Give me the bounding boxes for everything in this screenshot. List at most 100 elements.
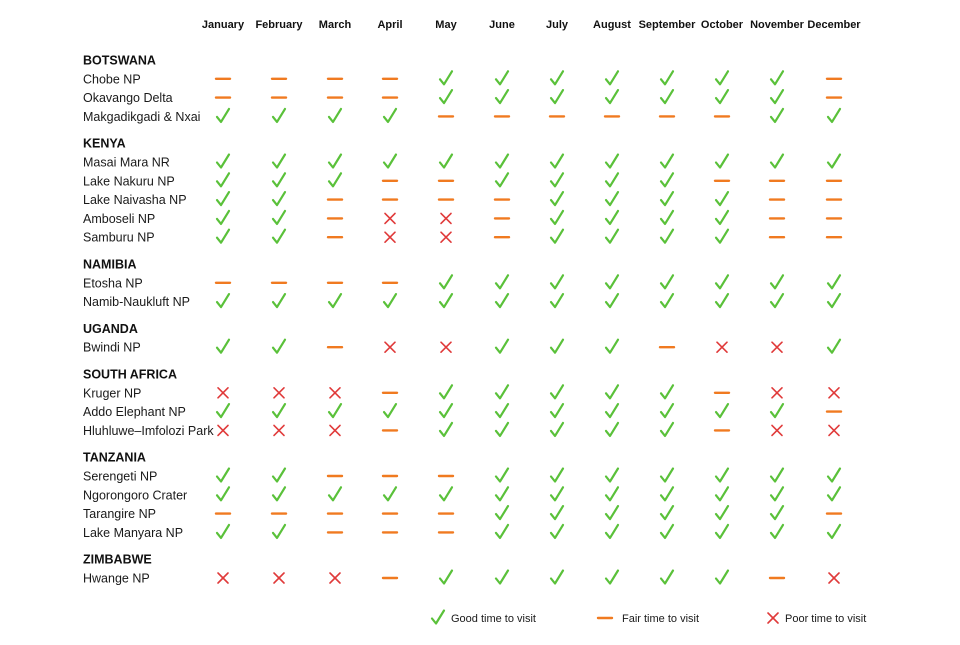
row-namib-naukluft-np-july-good-icon bbox=[549, 293, 565, 309]
month-header-may: May bbox=[435, 19, 457, 31]
row-namib-naukluft-np-january-good-icon bbox=[215, 293, 231, 309]
month-header-december: December bbox=[807, 19, 861, 31]
row-bwindi-np-june-good-icon bbox=[494, 338, 510, 354]
row-namib-naukluft-np-march-good-icon bbox=[327, 293, 343, 309]
row-makgadikgadi-nxai-label: Makgadikgadi & Nxai bbox=[83, 110, 200, 124]
row-lake-manyara-np-june-good-icon bbox=[494, 523, 510, 539]
row-tarangire-np-august-good-icon bbox=[604, 505, 620, 521]
row-masai-mara-nr-february-good-icon bbox=[271, 153, 287, 169]
row-namib-naukluft-np-october-good-icon bbox=[714, 293, 730, 309]
row-lake-manyara-np-july-good-icon bbox=[549, 523, 565, 539]
row-bwindi-np-august-good-icon bbox=[604, 338, 620, 354]
row-amboseli-np-february-good-icon bbox=[271, 209, 287, 225]
row-hwange-np-july-good-icon bbox=[549, 569, 565, 585]
row-etosha-np-october-good-icon bbox=[714, 274, 730, 290]
row-masai-mara-nr-august-good-icon bbox=[604, 153, 620, 169]
row-kruger-np-may-good-icon bbox=[438, 384, 454, 400]
country-heading-uganda: UGANDA bbox=[83, 322, 138, 336]
row-makgadikgadi-nxai-april-good-icon bbox=[382, 107, 398, 123]
row-namib-naukluft-np-april-good-icon bbox=[382, 293, 398, 309]
row-lake-nakuru-np-label: Lake Nakuru NP bbox=[83, 174, 175, 188]
row-addo-elephant-np-february-good-icon bbox=[271, 403, 287, 419]
row-addo-elephant-np-november-good-icon bbox=[769, 403, 785, 419]
legend-label-fair: Fair time to visit bbox=[622, 613, 699, 625]
row-amboseli-np-april-poor-icon bbox=[384, 212, 396, 225]
row-masai-mara-nr-july-good-icon bbox=[549, 153, 565, 169]
row-okavango-delta-label: Okavango Delta bbox=[83, 91, 173, 105]
row-okavango-delta-august-good-icon bbox=[604, 89, 620, 105]
row-namib-naukluft-np-february-good-icon bbox=[271, 293, 287, 309]
row-makgadikgadi-nxai-february-good-icon bbox=[271, 107, 287, 123]
row-makgadikgadi-nxai-january-good-icon bbox=[215, 107, 231, 123]
row-addo-elephant-np-march-good-icon bbox=[327, 403, 343, 419]
row-kruger-np-february-poor-icon bbox=[273, 386, 285, 399]
row-masai-mara-nr-april-good-icon bbox=[382, 153, 398, 169]
row-masai-mara-nr-march-good-icon bbox=[327, 153, 343, 169]
country-heading-kenya: KENYA bbox=[83, 137, 126, 151]
row-lake-manyara-np-january-good-icon bbox=[215, 523, 231, 539]
row-lake-manyara-np-september-good-icon bbox=[659, 523, 675, 539]
row-ngorongoro-crater-december-good-icon bbox=[826, 486, 842, 502]
row-namib-naukluft-np-june-good-icon bbox=[494, 293, 510, 309]
row-serengeti-np-october-good-icon bbox=[714, 467, 730, 483]
row-tarangire-np-november-good-icon bbox=[769, 505, 785, 521]
row-tarangire-np-june-good-icon bbox=[494, 505, 510, 521]
row-serengeti-np-label: Serengeti NP bbox=[83, 470, 157, 484]
row-addo-elephant-np-september-good-icon bbox=[659, 403, 675, 419]
row-etosha-np-december-good-icon bbox=[826, 274, 842, 290]
row-okavango-delta-july-good-icon bbox=[549, 89, 565, 105]
row-kruger-np-june-good-icon bbox=[494, 384, 510, 400]
row-ngorongoro-crater-label: Ngorongoro Crater bbox=[83, 488, 187, 502]
row-masai-mara-nr-september-good-icon bbox=[659, 153, 675, 169]
row-chobe-np-label: Chobe NP bbox=[83, 72, 141, 86]
month-header-september: September bbox=[639, 19, 697, 31]
row-hluhluwe-imfolozi-park-label: Hluhluwe–Imfolozi Park bbox=[83, 424, 214, 438]
row-kruger-np-march-poor-icon bbox=[329, 386, 341, 399]
row-addo-elephant-np-april-good-icon bbox=[382, 403, 398, 419]
row-lake-nakuru-np-march-good-icon bbox=[327, 172, 343, 188]
row-hluhluwe-imfolozi-park-december-poor-icon bbox=[828, 424, 840, 437]
row-hluhluwe-imfolozi-park-november-poor-icon bbox=[771, 424, 783, 437]
row-samburu-np-august-good-icon bbox=[604, 228, 620, 244]
row-masai-mara-nr-june-good-icon bbox=[494, 153, 510, 169]
row-serengeti-np-november-good-icon bbox=[769, 467, 785, 483]
row-kruger-np-december-poor-icon bbox=[828, 386, 840, 399]
row-hwange-np-may-good-icon bbox=[438, 569, 454, 585]
row-etosha-np-july-good-icon bbox=[549, 274, 565, 290]
row-etosha-np-may-good-icon bbox=[438, 274, 454, 290]
row-addo-elephant-np-august-good-icon bbox=[604, 403, 620, 419]
row-lake-nakuru-np-august-good-icon bbox=[604, 172, 620, 188]
row-lake-manyara-np-october-good-icon bbox=[714, 523, 730, 539]
row-lake-naivasha-np-october-good-icon bbox=[714, 191, 730, 207]
row-chobe-np-october-good-icon bbox=[714, 70, 730, 86]
row-addo-elephant-np-july-good-icon bbox=[549, 403, 565, 419]
row-bwindi-np-february-good-icon bbox=[271, 338, 287, 354]
row-hluhluwe-imfolozi-park-march-poor-icon bbox=[329, 424, 341, 437]
month-header-november: November bbox=[750, 19, 805, 31]
country-heading-south-africa: SOUTH AFRICA bbox=[83, 368, 177, 382]
row-amboseli-np-label: Amboseli NP bbox=[83, 212, 155, 226]
row-bwindi-np-may-poor-icon bbox=[440, 341, 452, 354]
row-lake-nakuru-np-september-good-icon bbox=[659, 172, 675, 188]
row-namib-naukluft-np-november-good-icon bbox=[769, 293, 785, 309]
row-amboseli-np-july-good-icon bbox=[549, 209, 565, 225]
row-makgadikgadi-nxai-december-good-icon bbox=[826, 107, 842, 123]
row-ngorongoro-crater-july-good-icon bbox=[549, 486, 565, 502]
row-hwange-np-october-good-icon bbox=[714, 569, 730, 585]
row-etosha-np-august-good-icon bbox=[604, 274, 620, 290]
row-kruger-np-september-good-icon bbox=[659, 384, 675, 400]
row-lake-naivasha-np-january-good-icon bbox=[215, 191, 231, 207]
row-serengeti-np-december-good-icon bbox=[826, 467, 842, 483]
country-heading-tanzania: TANZANIA bbox=[83, 451, 146, 465]
row-samburu-np-label: Samburu NP bbox=[83, 231, 155, 245]
row-lake-manyara-np-august-good-icon bbox=[604, 523, 620, 539]
row-namib-naukluft-np-may-good-icon bbox=[438, 293, 454, 309]
row-serengeti-np-february-good-icon bbox=[271, 467, 287, 483]
row-samburu-np-july-good-icon bbox=[549, 228, 565, 244]
row-hwange-np-august-good-icon bbox=[604, 569, 620, 585]
month-header-march: March bbox=[319, 19, 352, 31]
row-hwange-np-september-good-icon bbox=[659, 569, 675, 585]
month-header-july: July bbox=[546, 19, 569, 31]
legend-label-good: Good time to visit bbox=[451, 613, 536, 625]
row-namib-naukluft-np-september-good-icon bbox=[659, 293, 675, 309]
